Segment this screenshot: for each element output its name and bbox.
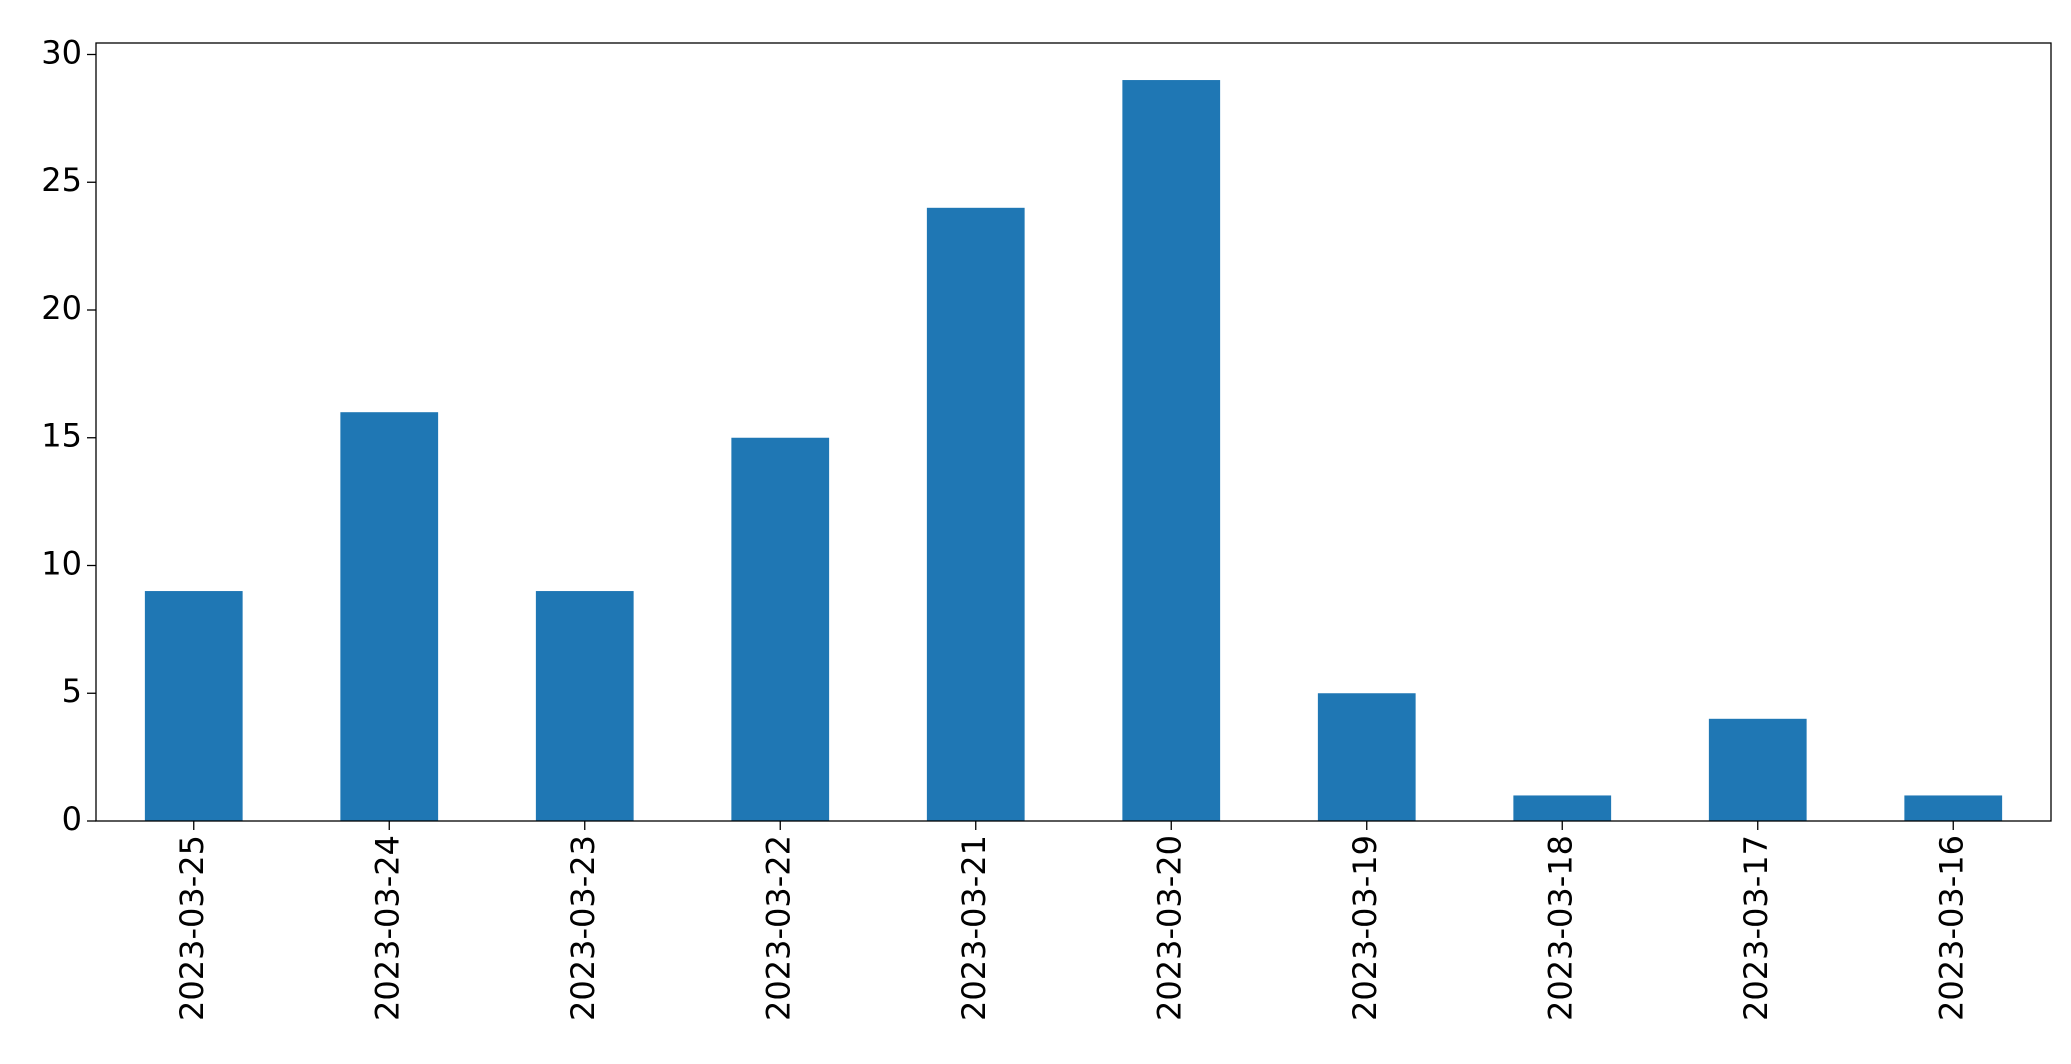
bar bbox=[1708, 718, 1807, 821]
y-tick-label: 10 bbox=[41, 544, 82, 582]
x-tick-label: 2023-03-16 bbox=[1932, 835, 1970, 1021]
y-tick-label: 15 bbox=[41, 417, 82, 455]
bar bbox=[731, 437, 830, 821]
bar bbox=[144, 591, 243, 821]
x-tick-label: 2023-03-25 bbox=[173, 835, 211, 1021]
y-tick-label: 25 bbox=[41, 161, 82, 199]
x-tick-label: 2023-03-22 bbox=[759, 835, 797, 1021]
bar bbox=[1317, 693, 1416, 821]
x-tick-label: 2023-03-17 bbox=[1737, 835, 1775, 1021]
x-tick-label: 2023-03-21 bbox=[955, 835, 993, 1021]
bar bbox=[535, 591, 634, 821]
x-tick-label: 2023-03-23 bbox=[564, 835, 602, 1021]
x-tick-label: 2023-03-24 bbox=[368, 835, 406, 1021]
x-tick-label: 2023-03-20 bbox=[1150, 835, 1188, 1021]
bar bbox=[1904, 795, 2003, 821]
x-tick-label: 2023-03-18 bbox=[1541, 835, 1579, 1021]
bar bbox=[340, 412, 439, 821]
plot-frame bbox=[95, 42, 2052, 822]
y-tick-label: 5 bbox=[62, 672, 82, 710]
bar bbox=[1122, 80, 1221, 822]
bar bbox=[1513, 795, 1612, 821]
bar bbox=[926, 207, 1025, 821]
y-tick-label: 20 bbox=[41, 289, 82, 327]
y-tick-label: 30 bbox=[41, 33, 82, 71]
x-tick-label: 2023-03-19 bbox=[1346, 835, 1384, 1021]
y-tick-label: 0 bbox=[62, 800, 82, 838]
